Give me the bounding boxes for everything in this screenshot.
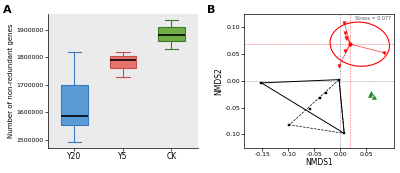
Y-axis label: NMDS2: NMDS2 <box>214 67 223 95</box>
Y-axis label: Number of non-redundant genes: Number of non-redundant genes <box>8 24 14 138</box>
PathPatch shape <box>158 27 185 41</box>
Text: A: A <box>3 6 12 16</box>
PathPatch shape <box>110 56 136 68</box>
Text: B: B <box>207 6 215 16</box>
PathPatch shape <box>61 85 88 125</box>
X-axis label: NMDS1: NMDS1 <box>306 158 333 167</box>
Text: Stress = 0.077: Stress = 0.077 <box>355 16 392 21</box>
